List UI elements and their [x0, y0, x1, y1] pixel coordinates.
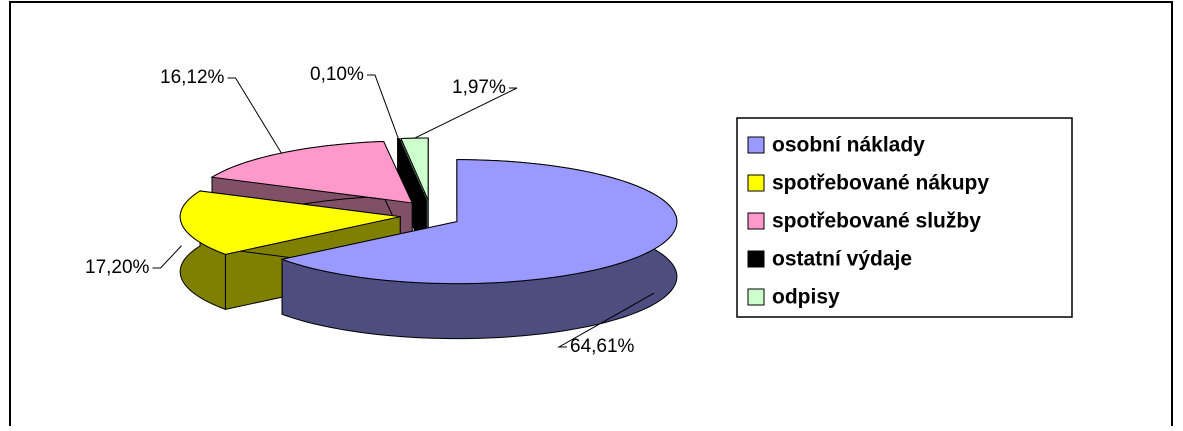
legend-label: spotřebované služby: [772, 210, 981, 233]
slice-top: [400, 137, 429, 201]
legend-box: [736, 117, 1073, 318]
leader-line: [414, 87, 518, 139]
legend-label: spotřebované nákupy: [772, 172, 989, 195]
data-label: 16,12%: [160, 67, 225, 88]
legend-label: ostatní výdaje: [772, 248, 912, 271]
leader-line: [366, 74, 399, 139]
chart-frame: [9, 1, 1173, 426]
slice-top: [179, 190, 401, 255]
data-label: 1,97%: [452, 77, 506, 98]
leader-line: [557, 292, 655, 348]
slice-top: [280, 159, 678, 285]
leader-line: [227, 77, 282, 154]
leader-line: [152, 245, 182, 269]
legend-swatch: [747, 250, 765, 268]
data-label: 0,10%: [310, 64, 364, 85]
legend-label: osobní náklady: [772, 134, 925, 157]
legend-swatch: [747, 136, 765, 154]
legend-label: odpisy: [772, 286, 840, 309]
pie: [179, 137, 678, 340]
legend-swatch: [747, 174, 765, 192]
legend-swatch: [747, 288, 765, 306]
data-label: 17,20%: [85, 257, 150, 278]
data-label: 64,61%: [570, 336, 635, 357]
legend-swatch: [747, 212, 765, 230]
